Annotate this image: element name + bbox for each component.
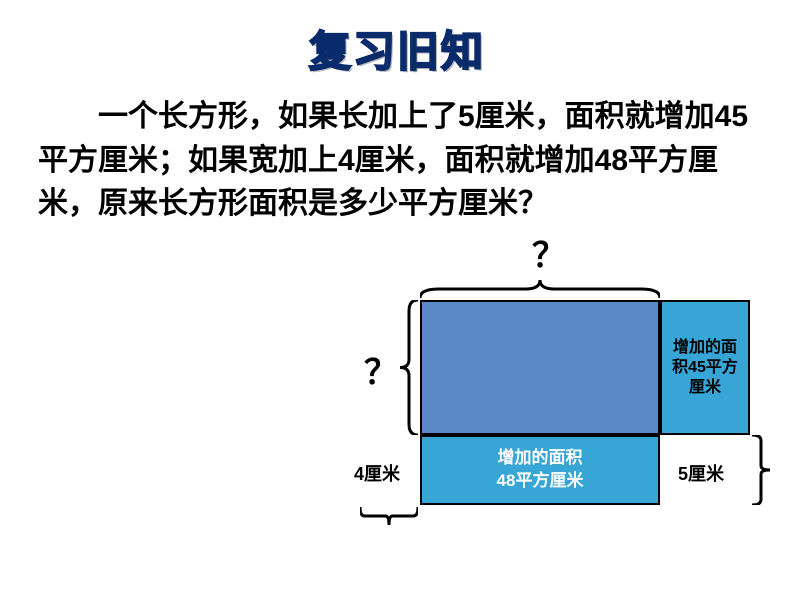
added-width-rectangle: 增加的面积 48平方厘米 xyxy=(420,435,660,505)
right-rect-label: 增加的面积45平方厘米 xyxy=(666,338,744,398)
right-bracket xyxy=(752,435,770,505)
label-4cm: 4厘米 xyxy=(354,460,400,486)
left-bracket xyxy=(400,300,418,435)
problem-text: 一个长方形，如果长加上了5厘米，面积就增加45平方厘米；如果宽加上4厘米，面积就… xyxy=(0,79,794,226)
top-bracket xyxy=(420,280,660,298)
page-title: 复习旧知 xyxy=(0,0,794,79)
bottom-bracket xyxy=(360,507,418,525)
bottom-rect-label: 增加的面积 48平方厘米 xyxy=(497,447,584,493)
rectangle-diagram: 增加的面积45平方厘米 增加的面积 48平方厘米 ？ ？ 4厘米 5厘米 xyxy=(350,270,770,580)
question-mark-width: ？ xyxy=(532,228,566,277)
original-rectangle xyxy=(420,300,660,435)
added-length-rectangle: 增加的面积45平方厘米 xyxy=(660,300,750,435)
label-5cm: 5厘米 xyxy=(678,460,724,486)
question-mark-height: ？ xyxy=(364,345,398,394)
